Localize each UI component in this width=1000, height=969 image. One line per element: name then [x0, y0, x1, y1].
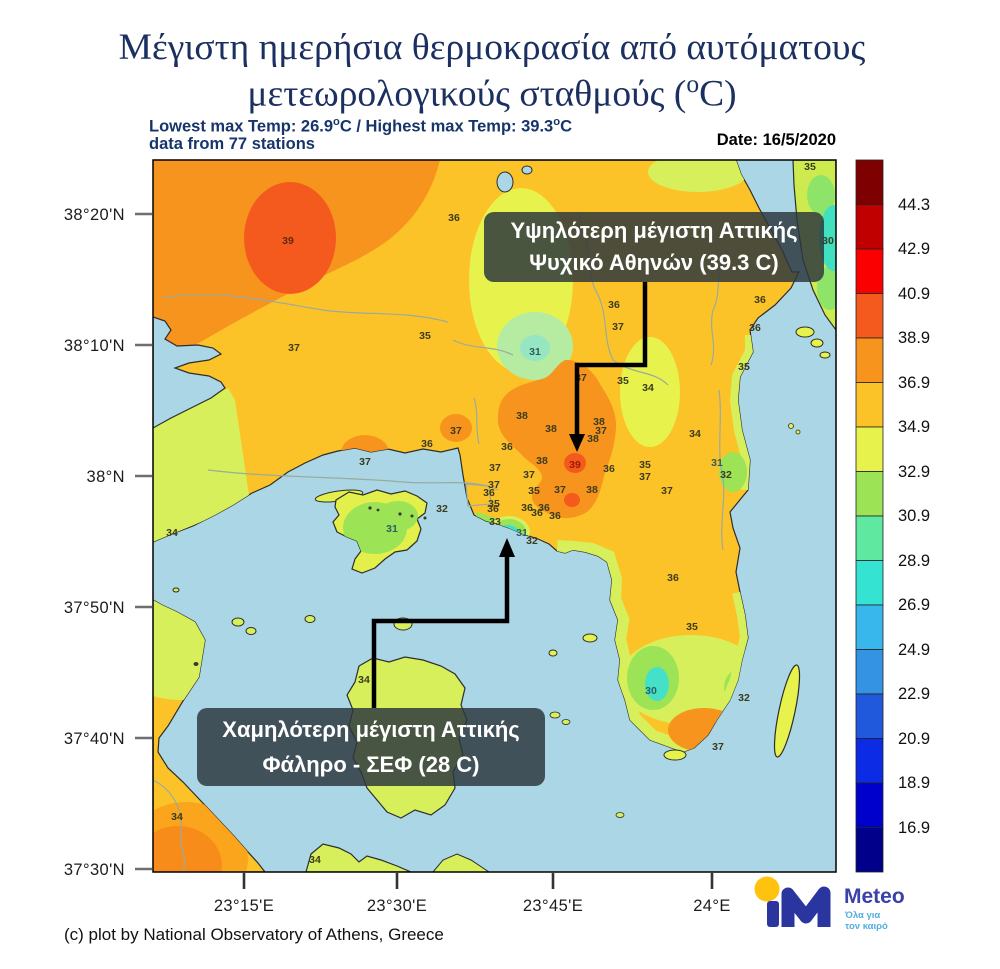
- svg-text:34: 34: [309, 854, 321, 866]
- svg-text:35: 35: [419, 330, 431, 342]
- svg-text:31: 31: [711, 457, 723, 469]
- svg-text:34: 34: [689, 428, 701, 440]
- svg-text:39: 39: [282, 235, 294, 247]
- svg-text:37: 37: [554, 484, 566, 496]
- svg-text:36: 36: [531, 507, 543, 519]
- svg-text:35: 35: [804, 161, 816, 173]
- svg-text:Meteo: Meteo: [844, 885, 905, 908]
- svg-text:38: 38: [586, 484, 598, 496]
- svg-text:36: 36: [448, 212, 460, 224]
- svg-text:38: 38: [536, 455, 548, 467]
- svg-text:37°40'N: 37°40'N: [64, 730, 125, 748]
- svg-text:39: 39: [569, 459, 581, 471]
- svg-text:36: 36: [521, 502, 533, 514]
- svg-text:τον καιρό: τον καιρό: [845, 921, 888, 932]
- svg-text:35: 35: [617, 375, 629, 387]
- svg-text:18.9: 18.9: [898, 774, 930, 792]
- svg-text:32: 32: [436, 503, 448, 515]
- svg-text:36: 36: [749, 322, 761, 334]
- svg-text:30: 30: [822, 235, 834, 247]
- svg-text:31: 31: [529, 346, 541, 358]
- svg-text:32.9: 32.9: [898, 463, 930, 481]
- svg-text:37°50'N: 37°50'N: [64, 599, 125, 617]
- svg-text:30.9: 30.9: [898, 507, 930, 525]
- svg-text:36: 36: [483, 487, 495, 499]
- svg-text:37: 37: [288, 342, 300, 354]
- svg-text:34: 34: [642, 382, 654, 394]
- svg-text:37: 37: [489, 462, 501, 474]
- svg-text:37: 37: [639, 471, 651, 483]
- svg-text:38: 38: [593, 416, 605, 428]
- svg-text:34: 34: [166, 527, 178, 539]
- svg-text:16.9: 16.9: [898, 819, 930, 837]
- svg-text:38.9: 38.9: [898, 329, 930, 347]
- svg-text:32: 32: [738, 692, 750, 704]
- svg-text:36.9: 36.9: [898, 374, 930, 392]
- svg-text:37: 37: [523, 469, 535, 481]
- svg-text:28.9: 28.9: [898, 552, 930, 570]
- svg-text:37: 37: [595, 425, 607, 437]
- svg-text:37: 37: [450, 425, 462, 437]
- svg-text:37: 37: [661, 485, 673, 497]
- svg-text:38°20'N: 38°20'N: [64, 206, 125, 224]
- svg-text:20.9: 20.9: [898, 730, 930, 748]
- svg-text:36: 36: [487, 503, 499, 515]
- svg-text:38°N: 38°N: [87, 468, 125, 486]
- svg-text:31: 31: [386, 523, 398, 535]
- svg-text:31: 31: [516, 527, 528, 539]
- svg-text:38: 38: [516, 410, 528, 422]
- svg-text:24°E: 24°E: [693, 897, 731, 915]
- svg-text:38°10'N: 38°10'N: [64, 337, 125, 355]
- svg-text:30: 30: [645, 685, 657, 697]
- svg-text:40.9: 40.9: [898, 285, 930, 303]
- svg-text:35: 35: [488, 498, 500, 510]
- svg-text:36: 36: [538, 502, 550, 514]
- svg-text:35: 35: [686, 621, 698, 633]
- svg-text:36: 36: [608, 299, 620, 311]
- svg-text:37°30'N: 37°30'N: [64, 861, 125, 879]
- svg-text:35: 35: [738, 361, 750, 373]
- svg-text:26.9: 26.9: [898, 596, 930, 614]
- svg-text:42.9: 42.9: [898, 240, 930, 258]
- svg-text:38: 38: [545, 423, 557, 435]
- svg-text:35: 35: [528, 485, 540, 497]
- svg-text:22.9: 22.9: [898, 685, 930, 703]
- svg-text:32: 32: [720, 469, 732, 481]
- svg-text:35: 35: [639, 459, 651, 471]
- svg-text:38: 38: [587, 433, 599, 445]
- svg-text:32: 32: [526, 535, 538, 547]
- svg-text:36: 36: [603, 463, 615, 475]
- svg-text:24.9: 24.9: [898, 641, 930, 659]
- svg-text:44.3: 44.3: [898, 196, 930, 214]
- svg-text:37: 37: [712, 741, 724, 753]
- svg-text:23°45'E: 23°45'E: [523, 897, 583, 915]
- svg-text:36: 36: [501, 441, 513, 453]
- svg-text:36: 36: [549, 510, 561, 522]
- svg-text:36: 36: [754, 294, 766, 306]
- svg-text:37: 37: [612, 321, 624, 333]
- svg-text:23°15'E: 23°15'E: [214, 897, 274, 915]
- svg-text:Όλα για: Όλα για: [844, 910, 880, 921]
- svg-text:37: 37: [359, 456, 371, 468]
- svg-text:23°30'E: 23°30'E: [367, 897, 427, 915]
- svg-text:37: 37: [575, 372, 587, 384]
- svg-text:37: 37: [488, 479, 500, 491]
- svg-text:36: 36: [421, 438, 433, 450]
- svg-text:36: 36: [667, 572, 679, 584]
- svg-text:34.9: 34.9: [898, 418, 930, 436]
- svg-text:34: 34: [358, 674, 370, 686]
- svg-text:34: 34: [171, 811, 183, 823]
- svg-text:33: 33: [489, 516, 501, 528]
